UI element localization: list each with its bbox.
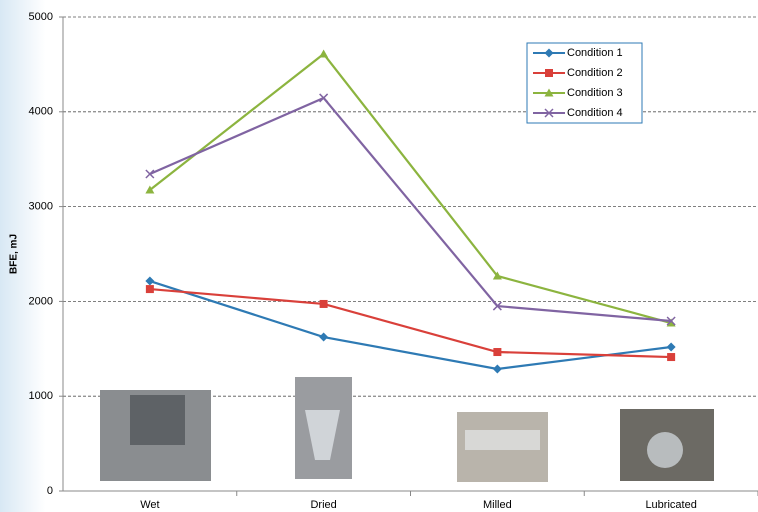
x-tick-label: Wet (140, 499, 159, 511)
marker (666, 316, 676, 326)
marker (492, 301, 502, 311)
y-tick-label: 3000 (29, 201, 53, 213)
equipment-photos (100, 377, 714, 482)
y-tick-label: 1000 (29, 390, 53, 402)
x-tick-label: Milled (483, 499, 512, 511)
marker (319, 93, 329, 103)
legend-label: Condition 1 (567, 47, 623, 59)
marker (666, 318, 676, 327)
y-tick-label: 2000 (29, 295, 53, 307)
photo-detail (130, 395, 185, 445)
y-tick-label: 5000 (29, 11, 53, 23)
legend-marker (544, 108, 554, 118)
legend-label: Condition 4 (567, 107, 623, 119)
marker (667, 353, 676, 362)
photo-detail (647, 432, 683, 468)
legend-label: Condition 2 (567, 67, 623, 79)
marker (492, 271, 502, 280)
series-line (149, 287, 672, 359)
photo-detail (465, 430, 540, 450)
series-line (149, 96, 672, 323)
marker (145, 185, 155, 194)
legend-marker (544, 88, 554, 97)
marker (145, 169, 155, 179)
marker (145, 285, 154, 294)
marker (319, 299, 328, 308)
marker (666, 342, 676, 352)
y-tick-label: 4000 (29, 106, 53, 118)
series-line (149, 52, 672, 325)
plot-area (145, 49, 676, 374)
x-tick-label: Dried (310, 499, 336, 511)
legend-label: Condition 3 (567, 87, 623, 99)
series-line (149, 279, 672, 371)
marker (319, 49, 329, 58)
y-axis-label: BFE, mJ (9, 234, 20, 274)
y-tick-label: 0 (47, 485, 53, 497)
x-tick-label: Lubricated (645, 499, 696, 511)
marker (319, 332, 329, 342)
marker (145, 276, 155, 286)
legend-marker (544, 48, 554, 58)
photo-detail (305, 410, 340, 460)
marker (492, 364, 502, 374)
legend-marker (545, 69, 553, 77)
marker (493, 348, 502, 357)
